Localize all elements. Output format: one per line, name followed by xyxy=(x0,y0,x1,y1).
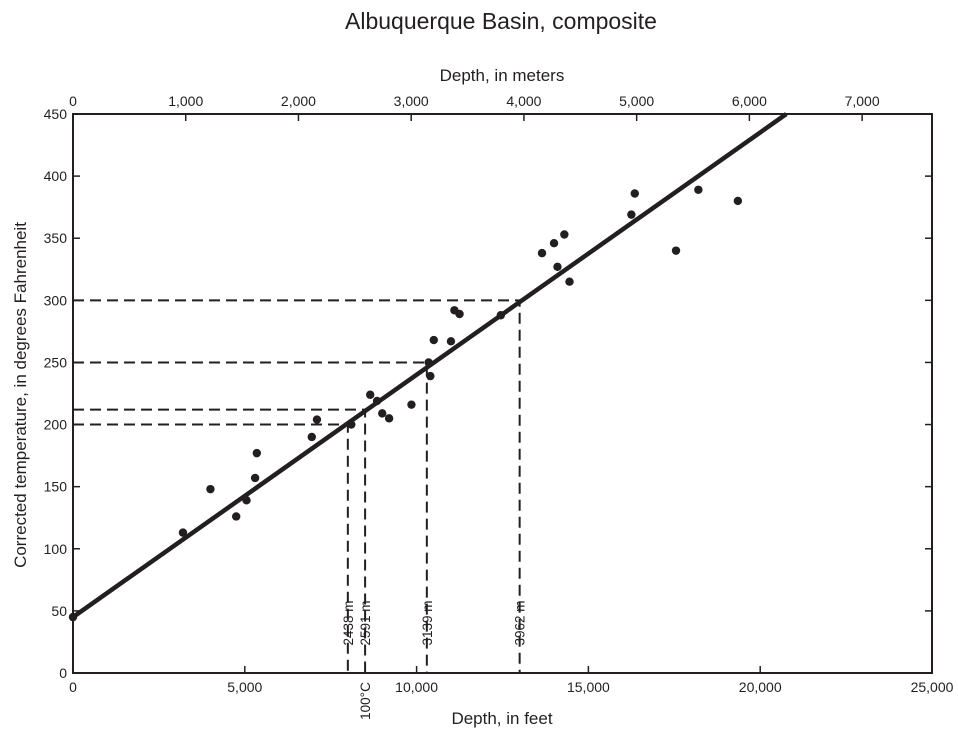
y-tick-label: 250 xyxy=(44,354,68,370)
reference-line xyxy=(73,299,521,673)
data-point xyxy=(372,396,382,406)
y-tick-label: 150 xyxy=(44,479,68,495)
y-tick-label: 100 xyxy=(44,541,68,557)
data-point xyxy=(424,358,433,367)
y-axis-label: Corrected temperature, in degrees Fahren… xyxy=(11,222,30,568)
reference-bottom-label: 100°C xyxy=(358,682,373,720)
data-point xyxy=(366,390,375,399)
data-point xyxy=(455,309,464,319)
data-point xyxy=(407,400,416,409)
x2-tick-label: 3,000 xyxy=(394,93,429,109)
y-tick-label: 300 xyxy=(44,292,68,308)
data-point xyxy=(565,277,574,286)
y-tick-label: 450 xyxy=(44,106,68,122)
x-tick-label: 20,000 xyxy=(739,679,782,695)
y-tick-labels: 0 50 100 150 200 250 300 350 400 450 xyxy=(44,106,68,681)
data-point xyxy=(206,484,215,494)
data-points xyxy=(68,185,743,622)
chart-title: Albuquerque Basin, composite xyxy=(345,8,657,34)
data-point xyxy=(312,415,322,424)
x2-tick-label: 1,000 xyxy=(168,93,203,109)
data-point xyxy=(446,337,456,346)
x2-tick-label: 0 xyxy=(69,93,77,109)
data-point xyxy=(378,409,387,418)
y-tick-label: 400 xyxy=(44,168,68,184)
x-tick-labels: 0 5,000 10,000 15,000 20,000 25,000 xyxy=(69,679,954,695)
data-point xyxy=(694,185,703,194)
axis-ticks xyxy=(72,113,933,674)
reference-line xyxy=(73,408,367,673)
reference-label: 3139 m xyxy=(420,600,435,645)
data-point xyxy=(537,248,547,258)
data-point xyxy=(232,512,241,521)
x-tick-label: 0 xyxy=(69,679,77,695)
reference-labels: 2438 m 2591 m 100°C 3139 m 3962 m xyxy=(341,600,528,719)
y-tick-label: 200 xyxy=(44,417,68,433)
data-point xyxy=(242,496,251,505)
x-tick-label: 5,000 xyxy=(227,679,262,695)
data-point xyxy=(252,448,262,458)
data-point xyxy=(347,420,356,429)
data-point xyxy=(627,210,636,219)
reference-line xyxy=(73,423,349,673)
reference-label: 2438 m xyxy=(341,600,356,645)
x2-tick-label: 4,000 xyxy=(506,93,541,109)
data-point xyxy=(549,238,559,248)
reference-label: 2591 m xyxy=(358,600,373,645)
y-tick-label: 50 xyxy=(51,603,67,619)
data-point xyxy=(496,311,505,320)
x-tick-label: 15,000 xyxy=(567,679,610,695)
y-tick-label: 0 xyxy=(59,665,67,681)
reference-lines xyxy=(73,299,521,673)
data-point xyxy=(426,371,435,381)
x2-axis-label: Depth, in meters xyxy=(440,66,565,85)
x2-tick-label: 7,000 xyxy=(845,93,880,109)
y-tick-label: 350 xyxy=(44,230,68,246)
reference-label: 3962 m xyxy=(513,600,528,645)
data-point xyxy=(178,528,188,537)
data-point xyxy=(671,246,681,255)
data-point xyxy=(429,335,438,345)
data-point xyxy=(630,189,639,198)
data-point xyxy=(307,432,317,442)
data-point xyxy=(553,262,562,271)
x-tick-label: 10,000 xyxy=(395,679,438,695)
x2-tick-label: 5,000 xyxy=(619,93,654,109)
x-tick-label: 25,000 xyxy=(911,679,954,695)
data-point xyxy=(733,196,743,206)
data-point xyxy=(250,473,260,483)
plot-frame xyxy=(72,113,933,674)
x-axis-label: Depth, in feet xyxy=(451,709,552,728)
data-point xyxy=(384,414,394,423)
data-point xyxy=(560,230,569,239)
x2-tick-labels: 0 1,000 2,000 3,000 4,000 5,000 6,000 7,000 xyxy=(69,93,880,109)
x2-tick-label: 6,000 xyxy=(732,93,767,109)
x2-tick-label: 2,000 xyxy=(281,93,316,109)
